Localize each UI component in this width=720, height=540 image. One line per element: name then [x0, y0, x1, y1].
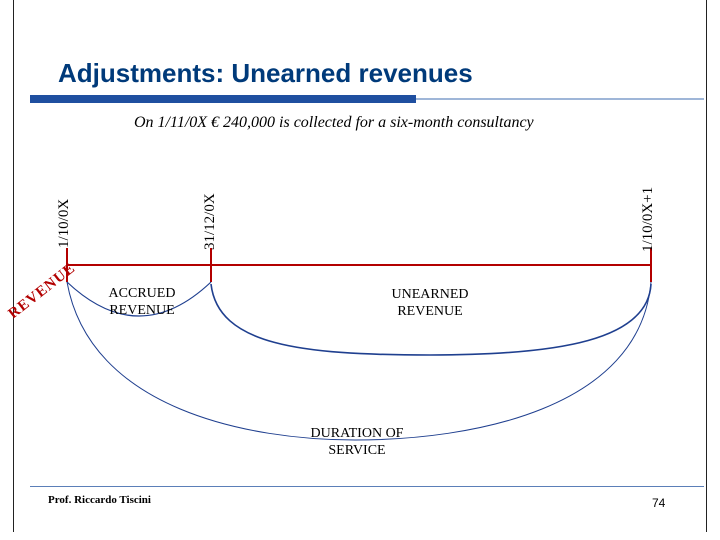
accrued-arc [66, 281, 212, 317]
date-end-label: 1/10/0X+1 [640, 186, 656, 252]
unearned-revenue-label: UNEARNED REVENUE [391, 287, 469, 319]
slide-frame-left [13, 0, 14, 532]
duration-arc [66, 281, 652, 441]
unearned-arc [210, 283, 652, 356]
slide-subtitle: On 1/11/0X € 240,000 is collected for a … [134, 114, 534, 131]
date-year-end-label: 31/12/0X [202, 193, 218, 250]
title-underline-thin [416, 98, 704, 100]
date-start-label: 1/10/0X [56, 198, 72, 248]
slide-frame-right [706, 0, 707, 532]
accrued-revenue-label: ACCRUED REVENUE [108, 286, 176, 318]
duration-of-service-label: DURATION OF SERVICE [310, 426, 404, 458]
footer-divider [30, 486, 704, 487]
page-number: 74 [652, 496, 666, 510]
slide-title: Adjustments: Unearned revenues [58, 58, 473, 88]
footer-author: Prof. Riccardo Tiscini [48, 494, 151, 506]
title-underline-bar [30, 95, 416, 103]
